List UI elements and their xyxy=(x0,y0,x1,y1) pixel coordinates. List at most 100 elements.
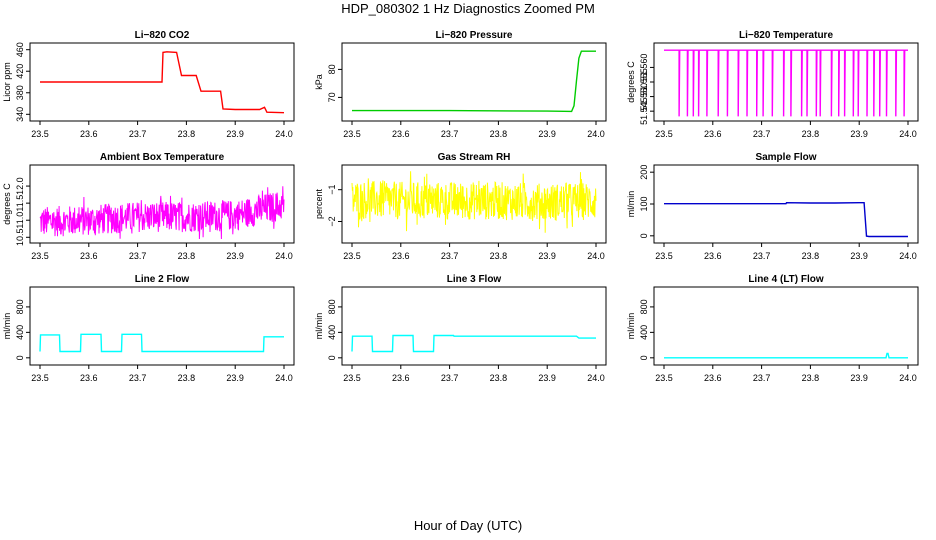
x-axis-title: Hour of Day (UTC) xyxy=(413,518,523,533)
y-tick-label: 800 xyxy=(15,299,25,314)
y-axis-label: degrees C xyxy=(626,61,636,103)
x-tick-label: 23.5 xyxy=(655,373,673,383)
y-tick-label: 340 xyxy=(15,107,25,122)
y-axis-label: Licor ppm xyxy=(2,62,12,102)
y-tick-label: 400 xyxy=(327,325,337,340)
series-line xyxy=(351,171,597,233)
x-tick-label: 23.6 xyxy=(80,373,98,383)
panel-1: Li−820 CO2 Licor ppm 23.5 23.6 23.7 23.8 23.9 2… xyxy=(2,30,295,139)
x-tick-label: 23.8 xyxy=(802,373,820,383)
x-tick-label: 23.7 xyxy=(129,251,147,261)
panel-title: Line 2 Flow xyxy=(135,274,190,285)
y-tick-label: 11.0 xyxy=(15,212,25,229)
panel-6: Sample Flow ml/min 23.5 23.6 23.7 23.8 23.9 24.… xyxy=(626,152,919,261)
y-tick-label: 400 xyxy=(15,325,25,340)
panel-2: Li−820 Pressure kPa 23.5 23.6 23.7 23.8 23.9 24… xyxy=(314,30,607,139)
y-tick-label: 0 xyxy=(639,355,649,360)
x-tick-label: 23.6 xyxy=(392,251,410,261)
x-tick-label: 23.9 xyxy=(850,373,868,383)
x-tick-label: 23.5 xyxy=(31,251,49,261)
x-tick-label: 23.9 xyxy=(226,373,244,383)
plot-frame xyxy=(29,164,295,244)
panel-title: Li−820 Temperature xyxy=(739,30,833,41)
plot-frame xyxy=(653,286,919,366)
series-line xyxy=(351,334,596,353)
y-tick-label: 12.0 xyxy=(15,177,25,195)
x-tick-label: 23.5 xyxy=(343,129,361,139)
y-axis-label: ml/min xyxy=(314,313,324,340)
y-axis-label: ml/min xyxy=(626,191,636,218)
y-tick-label: 380 xyxy=(15,85,25,100)
x-tick-label: 23.8 xyxy=(490,251,508,261)
x-tick-label: 23.6 xyxy=(704,373,722,383)
x-tick-label: 23.6 xyxy=(392,373,410,383)
x-tick-label: 23.5 xyxy=(655,129,673,139)
y-tick-label: 800 xyxy=(639,299,649,314)
y-tick-label: 0 xyxy=(15,355,25,360)
y-tick-label: 70 xyxy=(327,92,337,102)
y-tick-label: 460 xyxy=(15,42,25,57)
panel-title: Gas Stream RH xyxy=(438,152,511,163)
series-line xyxy=(39,333,284,353)
y-axis-label: ml/min xyxy=(2,313,12,340)
x-tick-label: 23.7 xyxy=(129,373,147,383)
y-tick-label: 100 xyxy=(639,196,649,211)
plot-frame xyxy=(29,286,295,366)
x-tick-label: 23.5 xyxy=(343,373,361,383)
plot-frame xyxy=(341,164,607,244)
panel-title: Line 4 (LT) Flow xyxy=(748,274,824,285)
y-tick-label: −2 xyxy=(327,216,337,226)
panel-3: Li−820 Temperature degrees C 23.5 23.6 23.7 2… xyxy=(626,30,919,139)
x-tick-label: 23.9 xyxy=(538,129,556,139)
panel-title: Li−820 Pressure xyxy=(436,30,513,41)
y-tick-label: 80 xyxy=(327,64,337,74)
x-tick-label: 23.5 xyxy=(343,251,361,261)
x-tick-label: 23.8 xyxy=(802,129,820,139)
y-tick-label: 0 xyxy=(327,355,337,360)
x-tick-label: 23.7 xyxy=(129,129,147,139)
x-tick-label: 23.9 xyxy=(226,251,244,261)
x-tick-label: 23.7 xyxy=(753,251,771,261)
panel-5: Gas Stream RH percent 23.5 23.6 23.7 23.8 23.9… xyxy=(314,152,607,261)
panel-7: Line 2 Flow ml/min 23.5 23.6 23.7 23.8 23.9 24.… xyxy=(2,274,295,383)
x-tick-label: 24.0 xyxy=(587,373,605,383)
y-axis-label: degrees C xyxy=(2,183,12,225)
series-line xyxy=(664,201,908,238)
y-axis-label: percent xyxy=(314,188,324,219)
x-tick-label: 23.6 xyxy=(80,251,98,261)
y-tick-label: 400 xyxy=(639,325,649,340)
x-tick-label: 23.9 xyxy=(538,373,556,383)
y-axis-label: ml/min xyxy=(626,313,636,340)
panel-title: Line 3 Flow xyxy=(447,274,502,285)
series-line xyxy=(352,50,596,113)
panel-9: Line 4 (LT) Flow ml/min 23.5 23.6 23.7 23.8 23… xyxy=(626,274,919,383)
series-line xyxy=(39,186,285,240)
panel-title: Li−820 CO2 xyxy=(135,30,190,41)
x-tick-label: 23.9 xyxy=(850,251,868,261)
y-axis-label: kPa xyxy=(314,74,324,90)
x-tick-label: 24.0 xyxy=(587,129,605,139)
x-tick-label: 24.0 xyxy=(899,373,917,383)
x-tick-label: 24.0 xyxy=(587,251,605,261)
y-tick-label: 51.550 xyxy=(639,83,649,111)
series-line xyxy=(40,51,285,114)
x-tick-label: 24.0 xyxy=(275,251,293,261)
panel-title: Ambient Box Temperature xyxy=(100,152,225,163)
figure-title: HDP_080302 1 Hz Diagnostics Zoomed PM xyxy=(341,1,595,16)
y-tick-label: 200 xyxy=(639,165,649,180)
plot-frame xyxy=(341,286,607,366)
plot-frame xyxy=(29,42,295,122)
x-tick-label: 23.7 xyxy=(441,251,459,261)
panel-title: Sample Flow xyxy=(755,152,816,163)
x-tick-label: 23.5 xyxy=(655,251,673,261)
x-tick-label: 23.6 xyxy=(392,129,410,139)
x-tick-label: 23.6 xyxy=(80,129,98,139)
x-tick-label: 23.9 xyxy=(850,129,868,139)
x-tick-label: 23.8 xyxy=(802,251,820,261)
x-tick-label: 24.0 xyxy=(275,129,293,139)
plot-frame xyxy=(341,42,607,122)
y-tick-label: 0 xyxy=(639,233,649,238)
y-tick-label: 420 xyxy=(15,64,25,79)
y-tick-label: 11.5 xyxy=(15,195,25,212)
